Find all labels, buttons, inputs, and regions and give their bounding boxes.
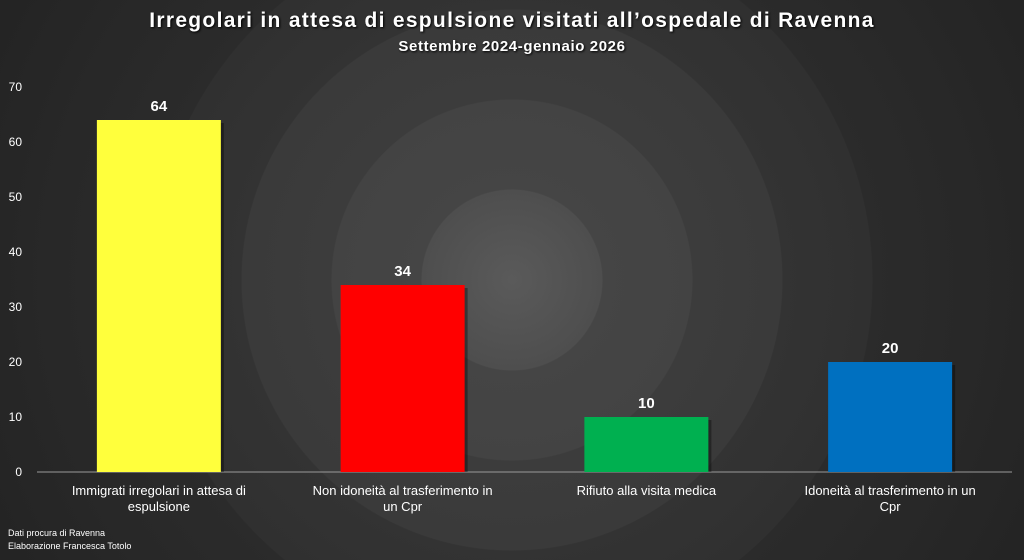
bar [828,362,953,472]
bar-value-label: 34 [394,263,411,280]
chart-subtitle: Settembre 2024-gennaio 2026 [398,38,626,55]
y-tick-label: 20 [9,355,23,369]
y-tick-label: 0 [15,465,22,479]
source-note: Dati procura di Ravenna [8,528,106,538]
y-tick-label: 50 [9,190,23,204]
bar-value-label: 10 [638,395,655,412]
bar-value-label: 64 [151,98,168,115]
bar [584,417,709,472]
x-category-label: Non idoneità al trasferimento in un Cpr [313,483,493,514]
x-category-label: Immigrati irregolari in attesa di espulsi… [72,483,246,514]
bar-value-label: 20 [882,340,899,357]
y-tick-label: 30 [9,300,23,314]
y-tick-label: 70 [9,80,23,94]
y-tick-label: 60 [9,135,23,149]
bar [340,285,465,472]
credit-note: Elaborazione Francesca Totolo [8,541,132,551]
y-tick-label: 10 [9,410,23,424]
x-category-label: Rifiuto alla visita medica [577,483,717,498]
y-tick-label: 40 [9,245,23,259]
bar [96,120,221,472]
x-category-label: Idoneità al trasferimento in un Cpr [804,483,975,514]
chart-title: Irregolari in attesa di espulsione visit… [149,9,875,32]
